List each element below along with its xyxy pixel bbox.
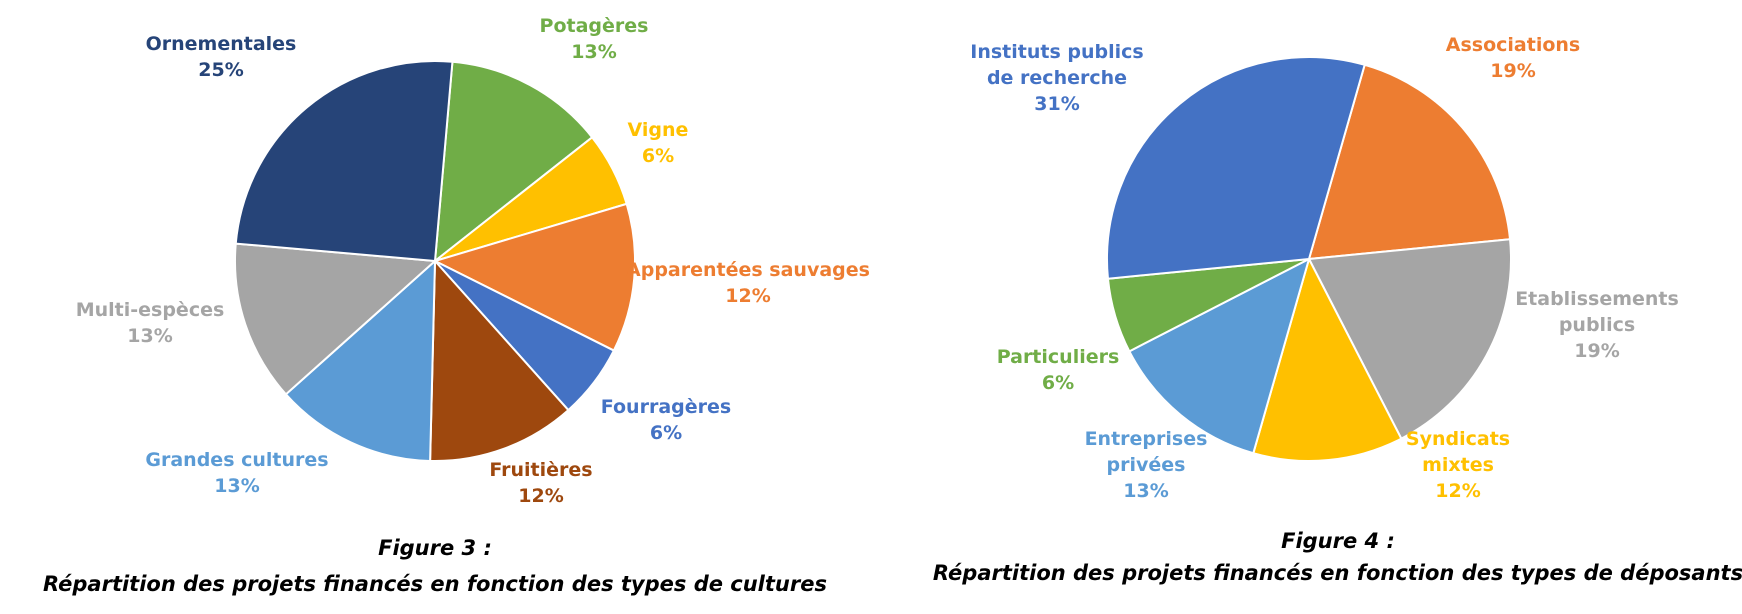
pie-slice-syndicats-mixtes (1252, 258, 1403, 462)
figure-4-caption-title: Figure 4 : (1281, 529, 1395, 553)
figure-4-caption-text: Répartition des projets financés en fonc… (933, 561, 1742, 585)
slice-name: Entreprises (1085, 428, 1208, 450)
pie-slice-entreprises-priv-es (1128, 258, 1310, 455)
slice-name: Etablissements (1515, 288, 1679, 310)
slice-percent: 12% (725, 285, 770, 307)
slice-label: Multi-espèces 13% (76, 299, 225, 347)
slice-percent: 6% (1042, 372, 1074, 394)
pie-slice-apparent-es-sauvages (434, 202, 636, 352)
slice-name: Grandes cultures (145, 449, 328, 471)
slice-label: Apparentées sauvages 12% (626, 259, 870, 307)
slice-percent: 19% (1574, 340, 1619, 362)
slice-name: Instituts publics (970, 41, 1143, 63)
pie-chart-cultures: Potagères 13% Vigne 6% Apparentées sauvages 1… (43, 15, 870, 596)
slice-name: Apparentées sauvages (626, 259, 870, 281)
slice-name: publics (1559, 314, 1635, 336)
slice-percent: 19% (1490, 60, 1535, 82)
pie-slice-instituts-publics-de-recherche (1106, 56, 1366, 280)
pie-chart-deposants: Associations 19% Etablissements publics 19% S… (933, 34, 1742, 585)
slice-name: Associations (1446, 34, 1580, 56)
slice-percent: 25% (198, 59, 243, 81)
slice-percent: 13% (214, 475, 259, 497)
slice-name: privées (1107, 454, 1186, 476)
figure-3-caption-title: Figure 3 : (378, 536, 492, 560)
pie-slice-etablissements-publics (1308, 238, 1512, 440)
slice-name: Syndicats (1406, 428, 1510, 450)
slice-name: Potagères (540, 15, 649, 37)
slice-label: Syndicats mixtes 12% (1406, 428, 1510, 502)
slice-name: Fourragères (601, 396, 731, 418)
slice-label: Vigne 6% (628, 119, 689, 167)
slice-label: Fourragères 6% (601, 396, 731, 444)
slice-name: Fruitières (489, 459, 592, 481)
slice-label: Fruitières 12% (489, 459, 592, 507)
pie-slice-fruiti-res (429, 260, 570, 462)
pie-slice-associations (1308, 63, 1512, 260)
slice-percent: 6% (642, 145, 674, 167)
slice-name: Particuliers (997, 346, 1120, 368)
slice-name: Multi-espèces (76, 299, 225, 321)
slice-label: Particuliers 6% (997, 346, 1120, 394)
slice-name: mixtes (1422, 454, 1494, 476)
slice-name: Ornementales (146, 33, 297, 55)
slice-label: Ornementales 25% (146, 33, 297, 81)
figure-3-caption-text: Répartition des projets financés en fonc… (43, 572, 827, 596)
slice-percent: 6% (650, 422, 682, 444)
slice-label: Instituts publics de recherche 31% (970, 41, 1143, 115)
slice-percent: 13% (1123, 480, 1168, 502)
slice-name: Vigne (628, 119, 689, 141)
slice-name: de recherche (987, 67, 1127, 89)
slice-label: Etablissements publics 19% (1515, 288, 1679, 362)
slice-label: Potagères 13% (540, 15, 649, 63)
slice-label: Associations 19% (1446, 34, 1580, 82)
pie-slice-potag-res (434, 60, 594, 262)
slice-percent: 12% (518, 485, 563, 507)
slice-percent: 13% (571, 41, 616, 63)
pie-slice-multi-esp-ces (234, 242, 436, 396)
slice-percent: 12% (1435, 480, 1480, 502)
slice-percent: 13% (127, 325, 172, 347)
slice-percent: 31% (1034, 93, 1079, 115)
slice-label: Grandes cultures 13% (145, 449, 328, 497)
slice-label: Entreprises privées 13% (1085, 428, 1208, 502)
pie-slice-ornementales (234, 60, 454, 262)
pie-slice-grandes-cultures (284, 260, 436, 462)
